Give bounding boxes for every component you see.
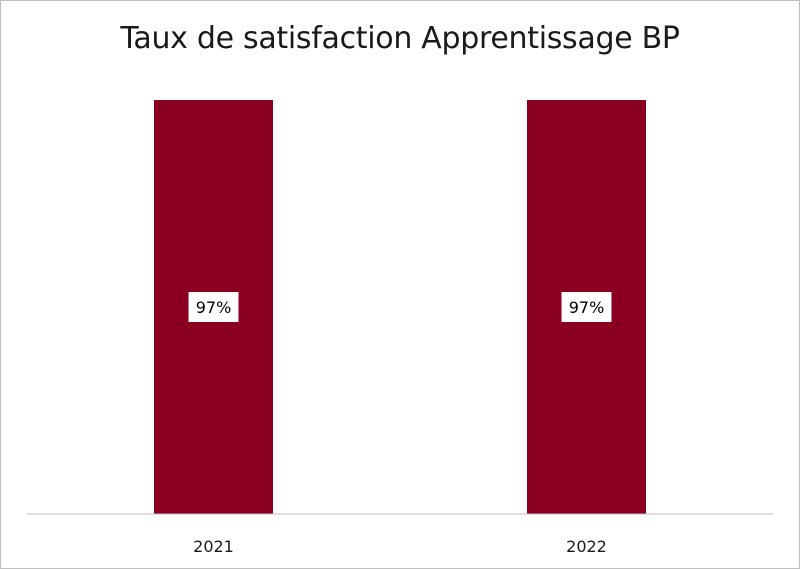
data-label-text: 97%: [196, 298, 232, 317]
x-tick-label-2022: 2022: [566, 537, 607, 556]
data-label-box: [561, 292, 612, 322]
data-label-2022: 97%: [561, 292, 612, 322]
x-tick-labels: 2021 2022: [193, 537, 607, 556]
data-label-box: [188, 292, 239, 322]
data-label-2021: 97%: [188, 292, 239, 322]
chart-title: Taux de satisfaction Apprentissage BP: [120, 21, 680, 56]
x-tick-label-2021: 2021: [193, 537, 234, 556]
data-label-text: 97%: [569, 298, 605, 317]
data-labels: 97% 97%: [188, 292, 612, 322]
